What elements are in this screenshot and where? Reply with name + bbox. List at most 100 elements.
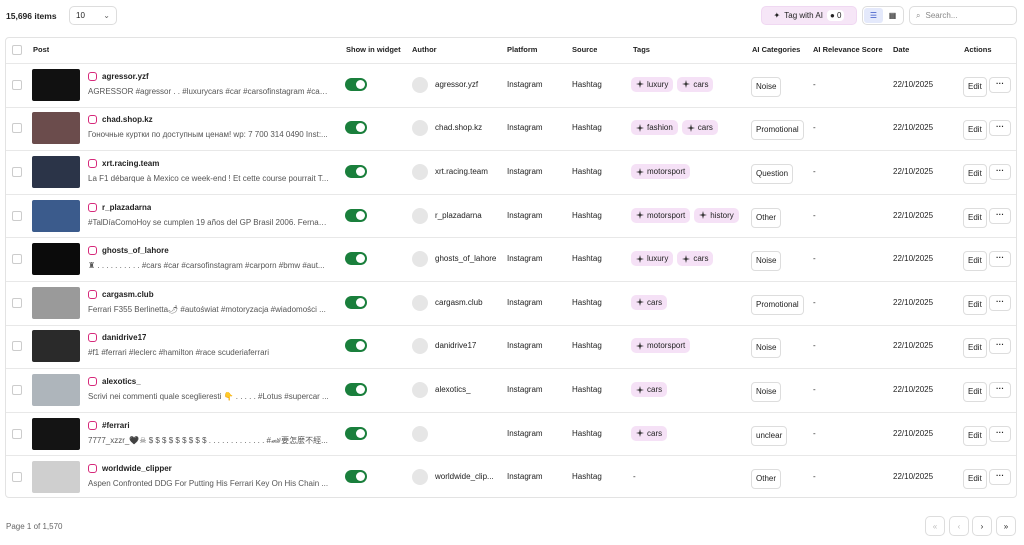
widget-toggle[interactable] — [345, 121, 367, 135]
tag-label: luxury — [647, 79, 669, 89]
edit-button[interactable]: Edit — [963, 338, 987, 359]
relevance: - — [813, 167, 816, 176]
instagram-icon — [88, 464, 97, 474]
column-header: Author — [412, 45, 437, 54]
column-header: Actions — [964, 45, 992, 54]
post-caption: Scrivi nei commenti quale sceglieresti 👇… — [88, 392, 329, 401]
widget-toggle[interactable] — [345, 295, 367, 309]
row-checkbox[interactable] — [12, 45, 22, 55]
row-checkbox[interactable] — [12, 254, 22, 265]
more-button[interactable]: ··· — [989, 425, 1011, 442]
row-checkbox[interactable] — [12, 297, 22, 308]
post-username: chad.shop.kz — [102, 115, 153, 125]
page-size-select[interactable]: 10 ⌄ — [69, 6, 117, 25]
post-caption: Гоночные куртки по доступным ценам! wp: … — [88, 130, 328, 140]
row-checkbox[interactable] — [12, 385, 22, 395]
toggle-knob — [356, 210, 365, 220]
author-name: alexotics_ — [435, 385, 471, 394]
more-button[interactable]: ··· — [989, 164, 1011, 180]
more-button[interactable]: ··· — [989, 120, 1011, 137]
tag-label: fashion — [647, 123, 673, 133]
column-header: Tags — [633, 45, 650, 54]
row-checkbox[interactable] — [12, 341, 22, 352]
post-thumbnail — [32, 461, 80, 494]
post-caption: Aspen Confronted DDG For Putting His Fer… — [88, 479, 329, 489]
edit-button[interactable]: Edit — [963, 76, 987, 97]
platform: Instagram — [507, 297, 543, 307]
widget-toggle[interactable] — [345, 77, 367, 91]
edit-button[interactable]: Edit — [963, 251, 987, 272]
row-divider — [6, 150, 1016, 152]
tags: motorsport history — [631, 207, 743, 223]
edit-button[interactable]: Edit — [963, 469, 987, 490]
more-button[interactable]: ··· — [989, 469, 1011, 486]
row-divider — [6, 281, 1016, 282]
edit-button[interactable]: Edit — [963, 425, 987, 446]
post-username: alexotics_ — [102, 377, 141, 386]
search-box[interactable]: ⌕ Search... — [909, 6, 1017, 25]
row-checkbox[interactable] — [12, 428, 22, 439]
source: Hashtag — [572, 167, 602, 176]
widget-toggle[interactable] — [345, 339, 367, 353]
tag-chip: motorsport — [631, 207, 691, 223]
grid-view[interactable]: ▦ — [888, 11, 897, 20]
column-header: AI Relevance Score — [813, 45, 883, 54]
first-page[interactable]: « — [925, 516, 945, 536]
tags: luxury cars — [631, 76, 717, 92]
tag-label: cars — [647, 297, 663, 307]
tag-ai-button[interactable]: ✦ Tag with AI ● 0 — [761, 6, 857, 25]
row-checkbox[interactable] — [12, 167, 22, 177]
widget-toggle[interactable] — [345, 383, 367, 396]
widget-toggle[interactable] — [345, 165, 367, 178]
tag-label: motorsport — [647, 341, 686, 351]
edit-button[interactable]: Edit — [963, 382, 987, 402]
prev-page[interactable]: ‹ — [949, 516, 969, 536]
ai-category: Noise — [751, 251, 782, 272]
more-button[interactable]: ··· — [989, 338, 1011, 355]
tag-label: history — [710, 210, 734, 220]
last-page[interactable]: » — [996, 516, 1016, 536]
tags: motorsport — [631, 338, 694, 354]
post-caption: ♜ . . . . . . . . . . #cars #car #carsof… — [88, 261, 325, 271]
edit-button[interactable]: Edit — [963, 120, 987, 141]
date: 22/10/2025 — [893, 123, 934, 133]
widget-toggle[interactable] — [345, 470, 367, 484]
ai-category: Question — [751, 164, 794, 184]
more-button[interactable]: ··· — [989, 382, 1011, 398]
more-button[interactable]: ··· — [989, 76, 1011, 93]
source: Hashtag — [572, 79, 602, 89]
row-checkbox[interactable] — [12, 210, 22, 221]
post-caption: Ferrari F355 Berlinetta🌶 #autoświat #mot… — [88, 304, 326, 314]
widget-toggle[interactable] — [345, 208, 367, 222]
more-button[interactable]: ··· — [989, 251, 1011, 268]
widget-toggle[interactable] — [345, 426, 367, 440]
more-button[interactable]: ··· — [989, 294, 1011, 311]
platform: Instagram — [507, 428, 543, 438]
author-name: r_plazadarna — [435, 210, 482, 220]
edit-button[interactable]: Edit — [963, 207, 987, 228]
post-thumbnail — [32, 199, 80, 232]
next-page[interactable]: › — [972, 516, 992, 536]
more-button[interactable]: ··· — [989, 207, 1011, 224]
row-checkbox[interactable] — [12, 79, 22, 90]
author-avatar — [412, 338, 428, 355]
toggle-knob — [356, 385, 365, 394]
author-avatar — [412, 207, 428, 224]
ai-category: Other — [751, 207, 782, 228]
widget-toggle[interactable] — [345, 252, 367, 266]
post-username: cargasm.club — [102, 289, 154, 299]
ai-count: 0 — [837, 11, 842, 20]
list-view[interactable]: ☰ — [864, 8, 883, 23]
relevance: - — [813, 428, 816, 438]
edit-button[interactable]: Edit — [963, 164, 987, 184]
tag-chip: cars — [631, 294, 668, 310]
relevance: - — [813, 472, 816, 482]
row-checkbox[interactable] — [12, 472, 22, 483]
post-caption: #f1 #ferrari #leclerc #hamilton #race sc… — [88, 348, 269, 358]
tags: cars — [631, 382, 671, 397]
date: 22/10/2025 — [893, 210, 934, 220]
row-checkbox[interactable] — [12, 123, 22, 134]
ai-category: unclear — [751, 425, 788, 446]
edit-button[interactable]: Edit — [963, 294, 987, 315]
author-name: worldwide_clip... — [435, 472, 494, 482]
